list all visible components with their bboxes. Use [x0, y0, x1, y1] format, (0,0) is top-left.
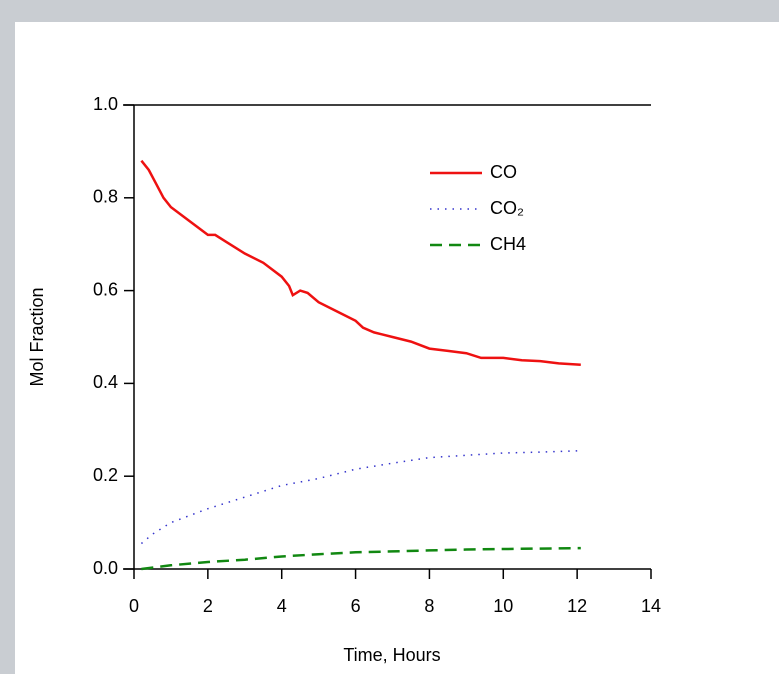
legend-label: CH4 [490, 234, 526, 254]
x-tick-label: 8 [424, 596, 434, 616]
x-tick-label: 6 [351, 596, 361, 616]
y-tick-label: 0.4 [93, 372, 118, 392]
y-tick-label: 0.2 [93, 465, 118, 485]
data-line [141, 546, 581, 571]
x-axis-label: Time, Hours [343, 645, 440, 665]
x-tick-label: 14 [641, 596, 661, 616]
y-tick-label: 0.0 [93, 558, 118, 578]
x-tick-label: 10 [493, 596, 513, 616]
x-tick-label: 2 [203, 596, 213, 616]
data-line [140, 159, 581, 367]
y-tick-label: 0.6 [93, 279, 118, 299]
panel [15, 22, 779, 674]
y-tick-label: 1.0 [93, 94, 118, 114]
y-axis-label: Mol Fraction [27, 287, 47, 386]
legend-label: CO [490, 162, 517, 182]
x-tick-label: 0 [129, 596, 139, 616]
y-tick-label: 0.8 [93, 187, 118, 207]
x-tick-label: 4 [277, 596, 287, 616]
x-tick-label: 12 [567, 596, 587, 616]
legend-label: CO₂ [490, 198, 524, 218]
